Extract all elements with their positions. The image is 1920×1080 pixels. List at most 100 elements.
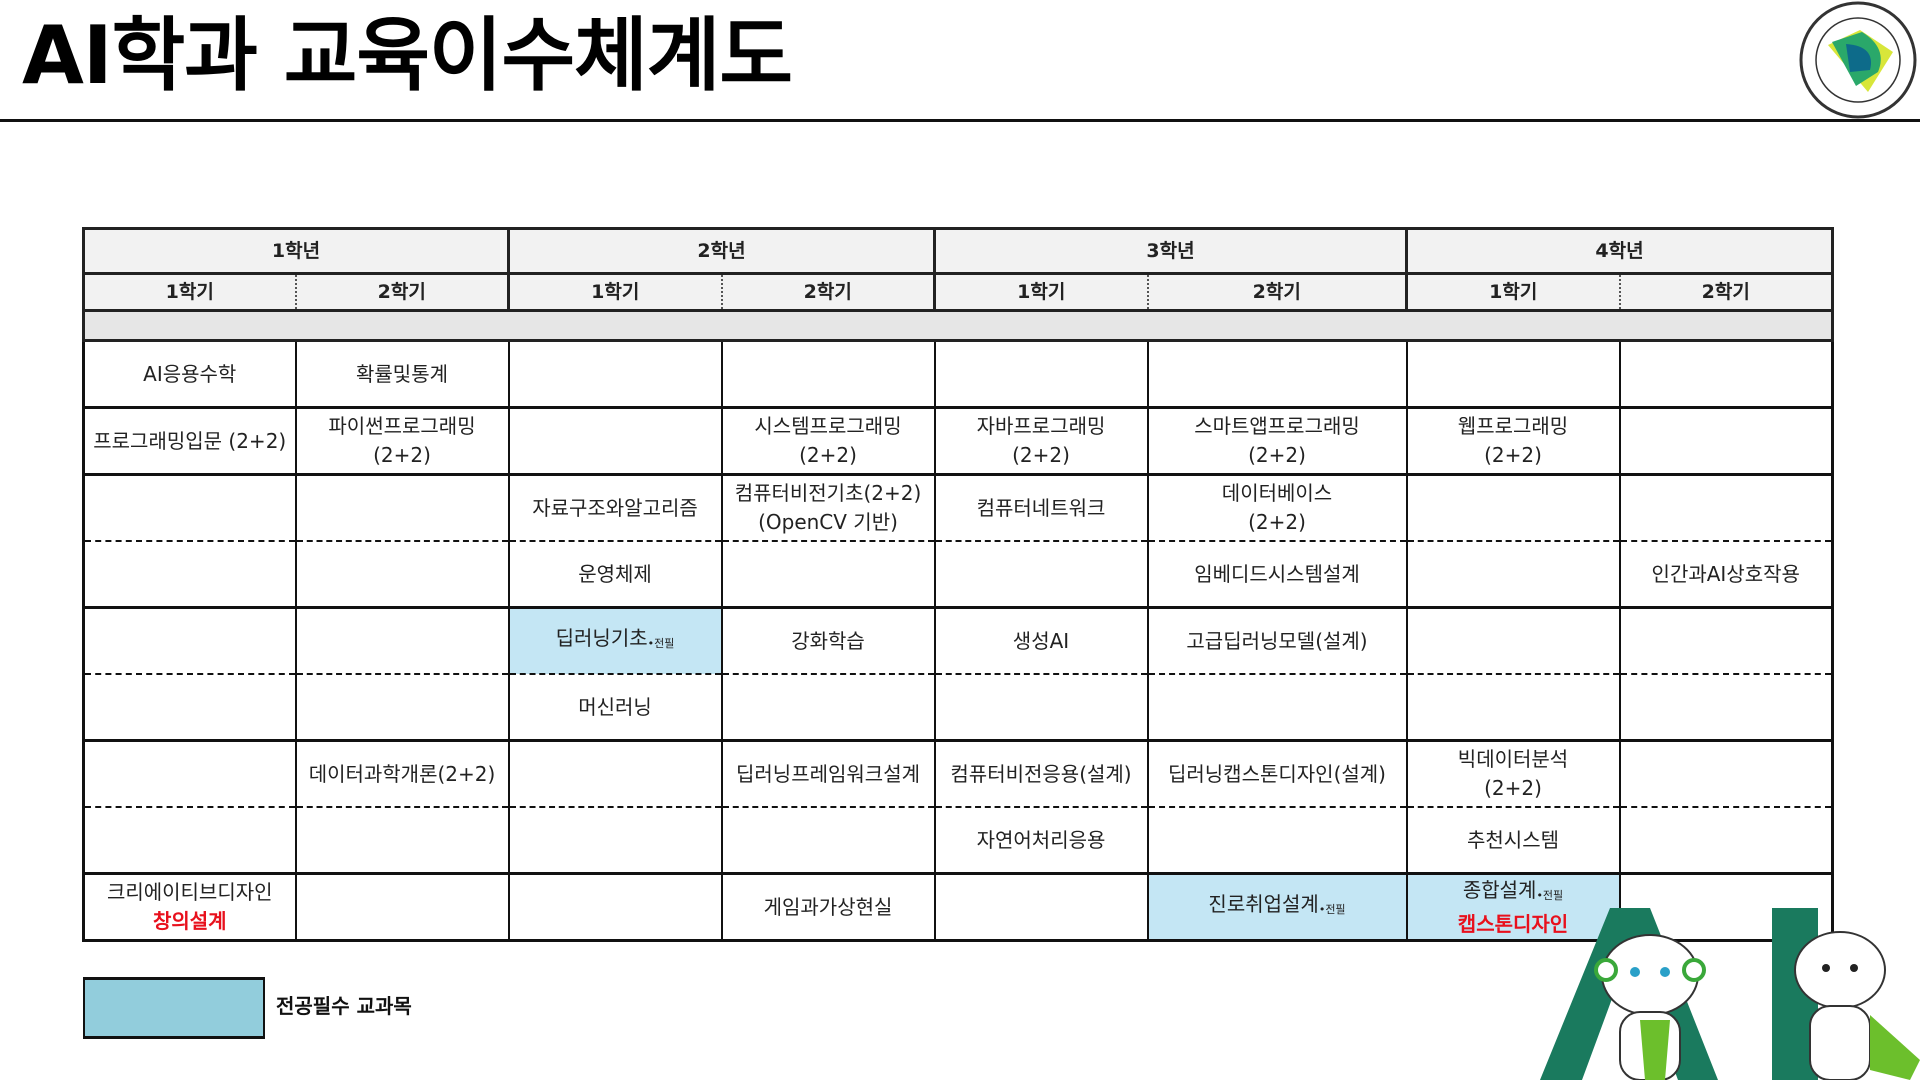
empty-cell — [1618, 740, 1834, 808]
course-row: 머신러닝 — [82, 674, 1834, 742]
empty-cell — [1146, 340, 1408, 409]
course-credit: (2+2) — [799, 443, 857, 467]
empty-cell — [82, 474, 297, 542]
course-credit: (2+2) — [373, 443, 431, 467]
course-category-highlight: 창의설계 — [152, 909, 227, 933]
empty-cell — [82, 541, 297, 609]
course-row: 크리에이티브디자인 창의설계 게임과가상현실 진로취업설계•전필 종합설계•전필 캡스톤디… — [82, 873, 1834, 942]
course-cell: 딥러닝기초•전필 — [507, 607, 723, 675]
empty-cell — [82, 740, 297, 808]
course-name: 크리에이티브디자인 — [106, 880, 273, 904]
semester-header: 2학기 — [720, 272, 936, 312]
course-name: 진로취업설계 — [1208, 892, 1319, 916]
empty-cell — [1405, 674, 1621, 742]
course-name: 머신러닝 — [578, 694, 652, 719]
course-cell: 진로취업설계•전필 — [1146, 873, 1408, 942]
course-cell: 임베디드시스템설계 — [1146, 541, 1408, 609]
empty-cell — [507, 807, 723, 875]
course-cell: 고급딥러닝모델(설계) — [1146, 607, 1408, 675]
empty-cell — [294, 541, 510, 609]
course-cell: 딥러닝프레임워크설계 — [720, 740, 936, 808]
year-header: 1학년 — [82, 227, 510, 275]
empty-cell — [1405, 541, 1621, 609]
course-name: 강화학습 — [791, 628, 865, 653]
spacer-cell — [82, 309, 1834, 342]
year-header: 2학년 — [507, 227, 936, 275]
empty-cell — [1146, 807, 1408, 875]
course-name: 고급딥러닝모델(설계) — [1186, 628, 1368, 653]
course-row: 딥러닝기초•전필 강화학습 생성AI 고급딥러닝모델(설계) — [82, 607, 1834, 675]
course-row: AI응용수학 확률및통계 — [82, 340, 1834, 409]
semester-header: 2학기 — [1146, 272, 1408, 312]
empty-cell — [1618, 807, 1834, 875]
course-cell: 자연어처리응용 — [933, 807, 1149, 875]
university-logo — [1799, 1, 1917, 119]
course-credit: (2+2) — [1484, 443, 1542, 467]
course-cell: 강화학습 — [720, 607, 936, 675]
semester-header-row: 1학기 2학기 1학기 2학기 1학기 2학기 1학기 2학기 — [82, 272, 1834, 312]
required-tag: •전필 — [647, 637, 675, 650]
course-cell: 파이썬프로그래밍 (2+2) — [294, 407, 510, 476]
course-row: 데이터과학개론(2+2) 딥러닝프레임워크설계 컴퓨터비전응용(설계) 딥러닝캡스톤디… — [82, 740, 1834, 808]
course-cell: 자료구조와알고리즘 — [507, 474, 723, 542]
semester-header: 2학기 — [1618, 272, 1834, 312]
course-cell: 빅데이터분석 (2+2) — [1405, 740, 1621, 808]
required-tag: •전필 — [1536, 888, 1564, 902]
course-cell: 자바프로그래밍 (2+2) — [933, 407, 1149, 476]
course-cell: 데이터과학개론(2+2) — [294, 740, 510, 808]
course-name: 인간과AI상호작용 — [1651, 561, 1800, 586]
course-cell: 추천시스템 — [1405, 807, 1621, 875]
course-category-highlight: 캡스톤디자인 — [1457, 911, 1569, 936]
empty-cell — [294, 807, 510, 875]
course-cell: 운영체제 — [507, 541, 723, 609]
empty-cell — [82, 674, 297, 742]
ai-mascot-illustration — [1540, 908, 1920, 1080]
year-header-row: 1학년 2학년 3학년 4학년 — [82, 227, 1834, 275]
curriculum-table: 1학년 2학년 3학년 4학년 1학기 2학기 1학기 2학기 1학기 2학기 … — [82, 227, 1834, 942]
page-title: AI학과 교육이수체계도 — [22, 9, 793, 102]
course-cell: 게임과가상현실 — [720, 873, 936, 942]
empty-cell — [720, 340, 936, 409]
empty-cell — [507, 873, 723, 942]
course-name: 컴퓨터네트워크 — [976, 495, 1106, 520]
empty-cell — [507, 407, 723, 476]
empty-cell — [933, 541, 1149, 609]
course-cell: 스마트앱프로그래밍 (2+2) — [1146, 407, 1408, 476]
course-name: 생성AI — [1012, 628, 1070, 653]
course-name: 빅데이터분석 — [1457, 747, 1569, 771]
course-name: 딥러닝프레임워크설계 — [736, 761, 920, 786]
semester-header: 1학기 — [507, 272, 723, 312]
course-name: 파이썬프로그래밍 — [328, 414, 476, 438]
empty-cell — [1405, 474, 1621, 542]
empty-cell — [507, 340, 723, 409]
empty-cell — [294, 674, 510, 742]
course-cell: 데이터베이스 (2+2) — [1146, 474, 1408, 542]
course-row: 자연어처리응용 추천시스템 — [82, 807, 1834, 875]
course-name: 딥러닝기초 — [555, 626, 648, 650]
empty-cell — [1618, 474, 1834, 542]
empty-cell — [1618, 340, 1834, 409]
course-name: 컴퓨터비전응용(설계) — [950, 761, 1132, 786]
empty-cell — [82, 607, 297, 675]
empty-cell — [1618, 607, 1834, 675]
course-name: 운영체제 — [578, 561, 652, 586]
course-credit: (2+2) — [1248, 510, 1306, 534]
course-row: 프로그래밍입문 (2+2) 파이썬프로그래밍 (2+2) 시스템프로그래밍 (2+2) 자… — [82, 407, 1834, 476]
course-grid: AI응용수학 확률및통계 프로그래밍입문 (2+2) 파이썬프로그래밍 (2+2) 시스템… — [82, 340, 1834, 942]
course-cell: AI응용수학 — [82, 340, 297, 409]
course-name: 자연어처리응용 — [976, 827, 1106, 852]
course-cell: 인간과AI상호작용 — [1618, 541, 1834, 609]
course-name: 컴퓨터비전기초(2+2) — [734, 481, 922, 505]
course-name: 종합설계 — [1462, 877, 1537, 902]
course-name: 딥러닝캡스톤디자인(설계) — [1167, 761, 1386, 786]
course-cell: 확률및통계 — [294, 340, 510, 409]
empty-cell — [1618, 674, 1834, 742]
course-credit: (2+2) — [1484, 776, 1542, 800]
course-name: 추천시스템 — [1467, 827, 1559, 852]
semester-header: 1학기 — [82, 272, 297, 312]
course-name: 프로그래밍입문 (2+2) — [93, 428, 287, 453]
course-name: 확률및통계 — [356, 361, 448, 386]
legend-swatch-required — [83, 977, 265, 1039]
